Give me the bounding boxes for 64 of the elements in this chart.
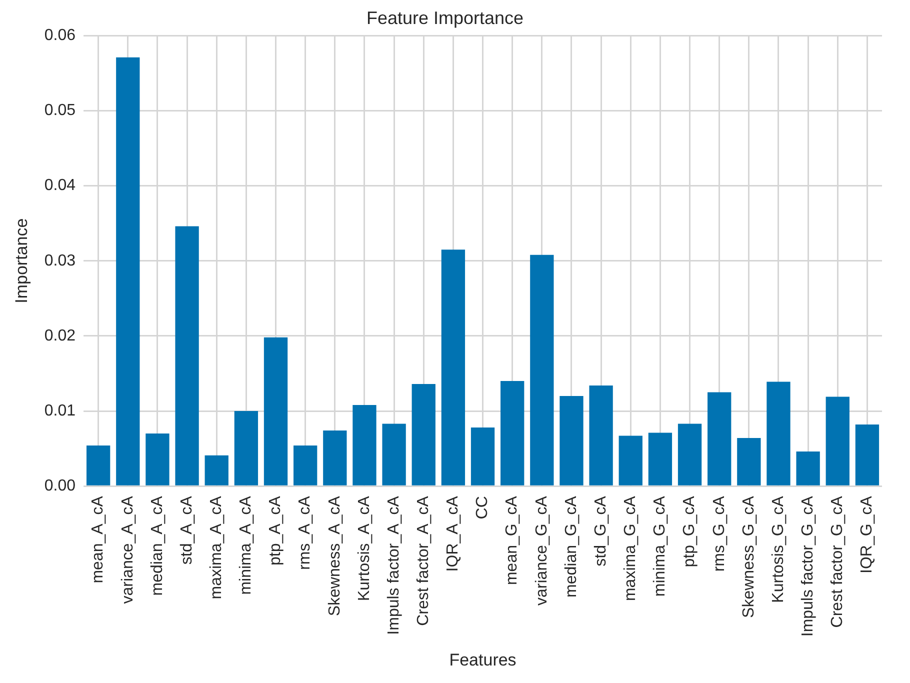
x-tick-label: Kurtosis_G_cA — [770, 496, 787, 603]
x-tick-label: maxima_A_cA — [208, 496, 226, 600]
bar — [826, 396, 850, 486]
bar — [589, 385, 613, 486]
x-tick-label: IQR_A_cA — [444, 496, 462, 572]
bar — [86, 446, 110, 486]
bar — [766, 382, 790, 486]
x-tick-label: std_A_cA — [178, 496, 196, 565]
x-tick-label: rms_A_cA — [296, 496, 314, 570]
x-tick-label: std_G_cA — [592, 496, 610, 566]
y-tick-label: 0.03 — [44, 252, 76, 270]
bar — [796, 452, 820, 486]
x-tick-label: mean_G_cA — [504, 496, 521, 586]
x-tick-label: minima_A_cA — [238, 496, 255, 595]
x-tick-label: CC — [474, 496, 492, 520]
x-tick-label: ptp_A_cA — [267, 496, 284, 566]
bar — [500, 380, 524, 486]
x-tick-label: Impuls factor_A_cA — [385, 496, 402, 635]
bar — [234, 411, 258, 486]
x-tick-label: Skewness_G_cA — [740, 496, 758, 618]
y-axis-title: Importance — [12, 218, 31, 304]
x-tick-label: mean_A_cA — [90, 496, 107, 584]
x-tick-label: Impuls factor_G_cA — [799, 496, 816, 637]
bar — [264, 337, 288, 486]
bar — [560, 396, 584, 486]
x-tick-label: variance_G_cA — [533, 496, 550, 606]
y-tick-label: 0.04 — [44, 177, 76, 194]
x-tick-label: Kurtosis_A_cA — [356, 496, 373, 602]
y-tick-label: 0.06 — [44, 27, 76, 44]
bar — [470, 428, 495, 486]
x-tick-label: maxima_G_cA — [622, 496, 640, 602]
bar — [294, 446, 318, 486]
bar — [204, 455, 228, 486]
bar — [175, 226, 199, 486]
bar — [737, 438, 761, 486]
x-tick-label: Crest factor_G_cA — [829, 496, 846, 628]
x-tick-label: IQR_G_cA — [858, 496, 876, 574]
bar — [323, 430, 347, 486]
bar — [116, 57, 140, 486]
bar — [352, 405, 376, 486]
x-tick-label: ptp_G_cA — [681, 496, 698, 568]
bar — [708, 392, 732, 486]
x-tick-label: Skewness_A_cA — [326, 496, 344, 616]
chart-title: Feature Importance — [366, 8, 524, 28]
x-tick-label: variance_A_cA — [119, 496, 136, 604]
bar — [441, 250, 466, 486]
y-tick-label: 0.05 — [44, 102, 76, 120]
x-tick-label: median_G_cA — [562, 496, 580, 598]
bar — [678, 424, 702, 486]
y-tick-label: 0.01 — [44, 402, 76, 420]
x-tick-label: median_A_cA — [148, 496, 166, 596]
bar — [618, 436, 642, 486]
x-axis-title: Features — [449, 650, 516, 670]
bar — [146, 434, 170, 486]
x-tick-label: Crest factor_A_cA — [415, 496, 432, 626]
bar — [855, 424, 880, 486]
bar — [382, 424, 406, 486]
x-tick-label: rms_G_cA — [710, 496, 728, 572]
y-tick-label: 0.02 — [44, 327, 76, 344]
bar — [412, 384, 436, 486]
x-tick-label: minima_G_cA — [652, 496, 669, 597]
y-tick-label: 0.00 — [44, 478, 76, 495]
bar — [648, 432, 672, 486]
bar — [530, 254, 554, 486]
